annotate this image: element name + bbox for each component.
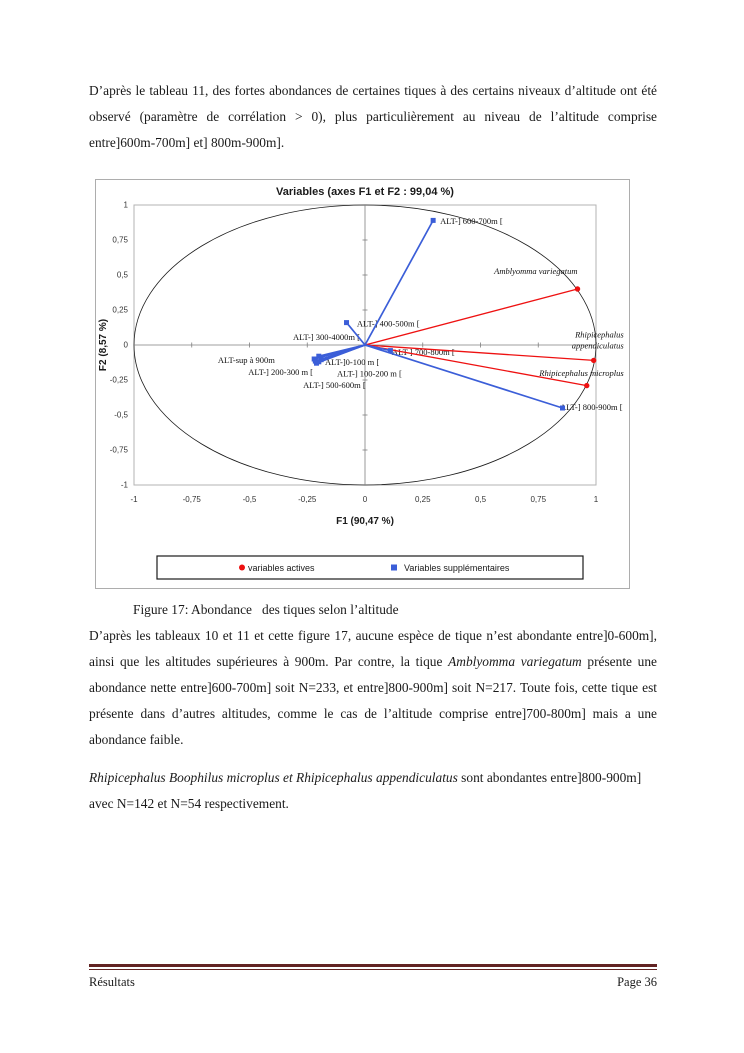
legend-label: variables actives xyxy=(248,563,315,573)
y-tick-label: 0 xyxy=(124,341,129,350)
pca-variables-chart: Variables (axes F1 et F2 : 99,04 %) -1 -0,… xyxy=(98,186,625,580)
data-point-square xyxy=(316,353,322,359)
point-label: Rhipicephalus xyxy=(574,330,624,340)
data-point-square xyxy=(430,217,436,223)
point-label: ALT-]0-100 m [ xyxy=(325,357,379,367)
data-point-circle xyxy=(590,357,597,364)
data-point-square xyxy=(344,320,350,326)
x-tick-label: 0,25 xyxy=(415,495,431,504)
variable-vector xyxy=(364,219,434,346)
x-axis-title: F1 (90,47 %) xyxy=(336,516,394,527)
legend-marker-circle xyxy=(239,564,245,571)
figure-17-correlation-circle: Variables (axes F1 et F2 : 99,04 %) -1 -0,… xyxy=(95,179,630,589)
point-label: Amblyomma variegatum xyxy=(493,266,577,276)
x-tick-label: 0 xyxy=(363,495,368,504)
x-tick-label: 1 xyxy=(594,495,599,504)
point-label: ALT-] 200-300 m [ xyxy=(248,367,313,377)
point-label: ALT-] 100-200 m [ xyxy=(337,369,402,379)
footer-page-number: Page 36 xyxy=(617,975,657,989)
data-point-square xyxy=(560,405,566,411)
legend-marker-square xyxy=(391,564,397,571)
x-tick-label: -0,75 xyxy=(183,495,202,504)
x-tick-label: -1 xyxy=(130,495,138,504)
data-point-circle xyxy=(584,382,590,389)
data-point-square xyxy=(387,348,393,354)
y-tick-label: -1 xyxy=(121,481,129,490)
point-label: ALT-] 800-900m [ xyxy=(560,402,623,412)
y-tick-label: 0,25 xyxy=(112,306,128,315)
variable-vector xyxy=(364,288,578,346)
y-tick-label: -0,5 xyxy=(114,411,128,420)
point-label: Rhipicephalus microplus xyxy=(538,368,624,378)
footer-section-title: Résultats xyxy=(89,975,135,989)
text-run: D’après les tableaux 10 et 11 et cette f… xyxy=(89,628,657,669)
data-point-circle xyxy=(574,286,581,292)
page-footer: Résultats Page 36 xyxy=(89,973,657,991)
text-run: présente une abondance nette entre]600-7… xyxy=(89,654,657,747)
text-run: D’après le tableau 11, des fortes abonda… xyxy=(89,83,657,150)
point-label: ALT-] 300-4000m [ xyxy=(293,332,360,342)
species-name-italic: Rhipicephalus Boophilus microplus et Rhi… xyxy=(89,770,458,785)
y-tick-label: 0,75 xyxy=(112,236,128,245)
y-tick-label: -0,25 xyxy=(110,376,129,385)
paragraph-intro: D’après le tableau 11, des fortes abonda… xyxy=(89,78,657,156)
species-name-italic: Amblyomma variegatum xyxy=(448,654,582,669)
data-point-square xyxy=(313,360,319,366)
point-label: ALT-] 500-600m [ xyxy=(303,380,366,390)
variable-vector xyxy=(364,344,563,409)
point-label: appendiculatus xyxy=(572,341,625,351)
y-axis-title: F2 (8,57 %) xyxy=(98,319,109,371)
paragraph-analysis: D’après les tableaux 10 et 11 et cette f… xyxy=(89,623,657,753)
paragraph-species: Rhipicephalus Boophilus microplus et Rhi… xyxy=(89,765,657,817)
figure-caption: Figure 17: Abondance des tiques selon l’… xyxy=(133,602,399,617)
point-label: ALT-] 600-700m [ xyxy=(440,216,503,226)
footer-rule xyxy=(89,964,657,970)
legend-label: Variables supplémentaires xyxy=(404,563,510,573)
y-tick-label: 0,5 xyxy=(117,271,129,280)
variable-vector xyxy=(316,344,366,364)
x-tick-label: 0,75 xyxy=(530,495,546,504)
variable-vector xyxy=(364,344,594,362)
chart-title: Variables (axes F1 et F2 : 99,04 %) xyxy=(276,186,454,198)
x-tick-label: -0,25 xyxy=(298,495,317,504)
y-tick-label: 1 xyxy=(124,201,129,210)
x-tick-label: -0,5 xyxy=(243,495,257,504)
y-tick-label: -0,75 xyxy=(110,446,129,455)
text-run: sont abondantes entre]800-900m] avec N=1… xyxy=(89,770,642,811)
point-label: ALT-] 400-500m [ xyxy=(357,318,420,328)
point-label: ALT-] 700-800m [ xyxy=(392,347,455,357)
x-tick-label: 0,5 xyxy=(475,495,487,504)
point-label: ALT-sup à 900m xyxy=(218,355,275,365)
legend-box xyxy=(156,555,584,580)
variable-vector xyxy=(345,322,366,346)
variable-vector xyxy=(364,344,587,387)
